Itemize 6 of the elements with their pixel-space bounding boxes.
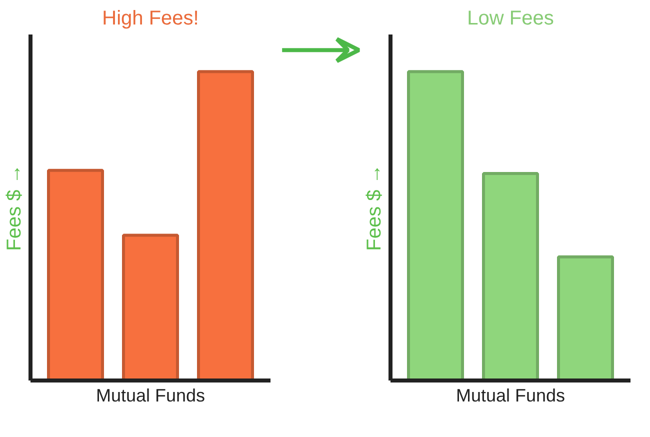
chart-title: Low Fees xyxy=(467,8,554,30)
chart-title: High Fees! xyxy=(102,8,199,30)
x-axis-title: Mutual Funds xyxy=(96,386,206,406)
y-axis-title: Fees $ → xyxy=(364,164,386,251)
y-axis-title: Fees $ → xyxy=(4,164,26,251)
x-axis-title: Mutual Funds xyxy=(456,386,566,406)
